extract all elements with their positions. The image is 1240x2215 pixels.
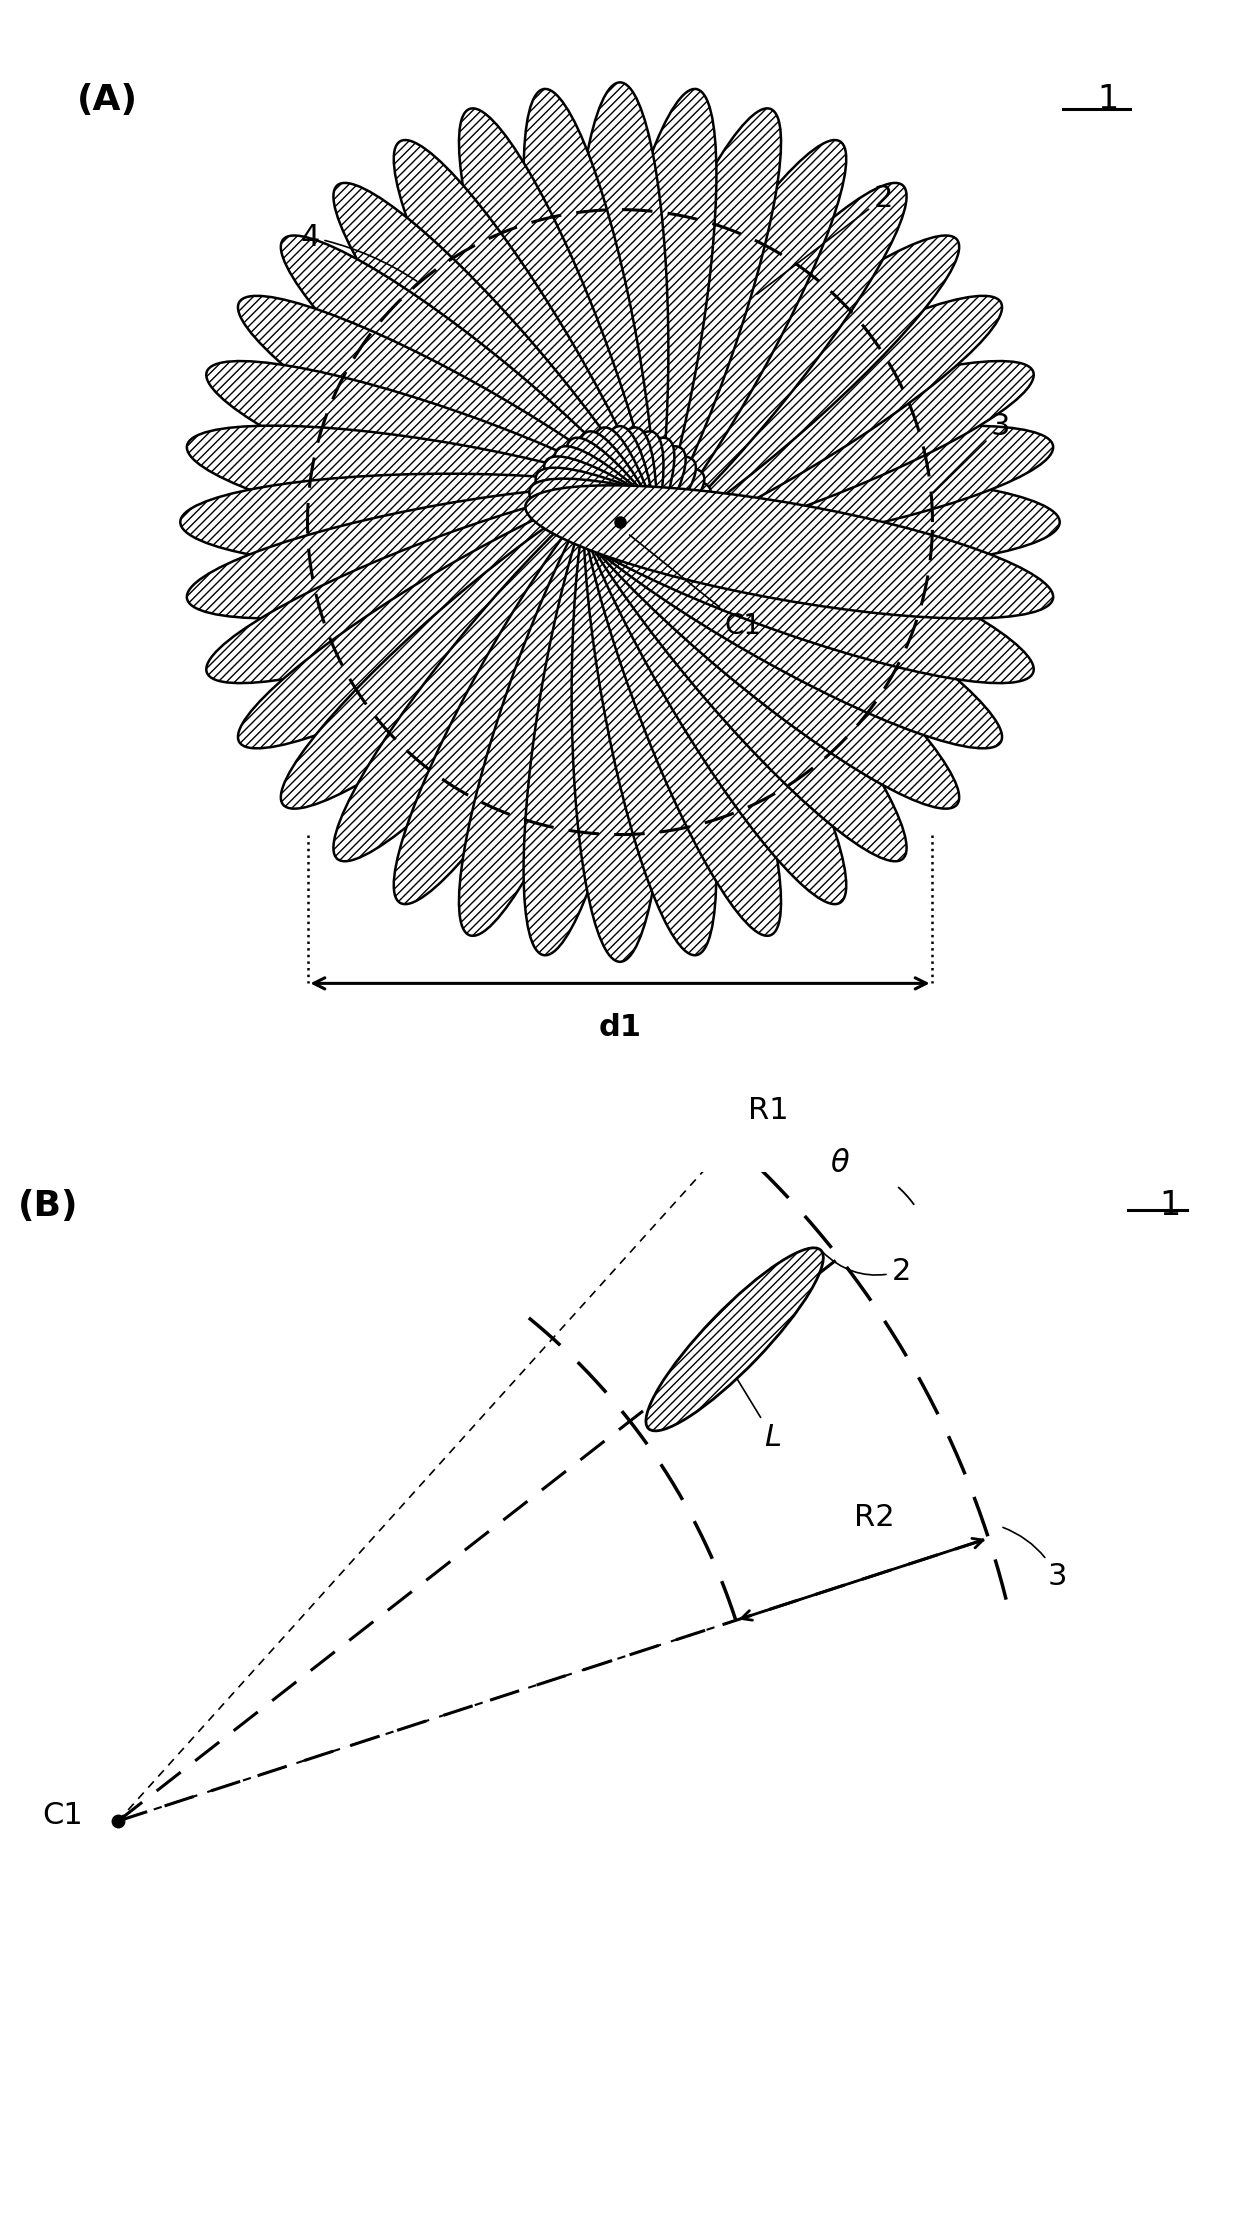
Ellipse shape	[526, 485, 1053, 618]
Text: 1: 1	[1097, 84, 1118, 115]
Ellipse shape	[459, 109, 663, 614]
Text: R2: R2	[853, 1504, 894, 1533]
Ellipse shape	[565, 439, 846, 904]
Ellipse shape	[180, 474, 715, 571]
Ellipse shape	[646, 1247, 823, 1431]
Text: 2: 2	[756, 184, 893, 295]
Text: R1: R1	[748, 1096, 789, 1125]
Ellipse shape	[554, 184, 906, 598]
Ellipse shape	[526, 425, 1053, 558]
Text: 3: 3	[934, 412, 1011, 494]
Ellipse shape	[565, 140, 846, 607]
Text: C1: C1	[630, 536, 761, 640]
Ellipse shape	[572, 425, 668, 961]
Ellipse shape	[187, 425, 714, 558]
Ellipse shape	[536, 297, 1002, 576]
Ellipse shape	[280, 456, 696, 808]
Ellipse shape	[394, 439, 675, 904]
Ellipse shape	[394, 140, 675, 607]
Text: C1: C1	[42, 1801, 83, 1830]
Ellipse shape	[577, 432, 781, 935]
Text: (A): (A)	[77, 84, 138, 117]
Text: 4: 4	[300, 222, 417, 281]
Ellipse shape	[525, 474, 1060, 571]
Ellipse shape	[206, 361, 711, 565]
Ellipse shape	[238, 297, 704, 576]
Ellipse shape	[583, 427, 717, 955]
Text: 1: 1	[1159, 1189, 1180, 1223]
Ellipse shape	[536, 467, 1002, 749]
Ellipse shape	[238, 467, 704, 749]
Ellipse shape	[554, 445, 906, 862]
Ellipse shape	[529, 361, 1034, 565]
Ellipse shape	[544, 456, 960, 808]
Ellipse shape	[280, 235, 696, 587]
Ellipse shape	[529, 478, 1034, 682]
Text: 2: 2	[822, 1251, 911, 1285]
Text: 3: 3	[1003, 1528, 1068, 1590]
Ellipse shape	[572, 82, 668, 618]
Ellipse shape	[544, 235, 960, 587]
Ellipse shape	[523, 427, 657, 955]
Ellipse shape	[206, 478, 711, 682]
Ellipse shape	[334, 445, 686, 862]
Ellipse shape	[523, 89, 657, 616]
Ellipse shape	[459, 432, 663, 935]
Ellipse shape	[187, 485, 714, 618]
Text: d1: d1	[599, 1012, 641, 1041]
Text: L: L	[737, 1378, 781, 1451]
Text: (B): (B)	[17, 1189, 78, 1223]
Ellipse shape	[577, 109, 781, 614]
Ellipse shape	[334, 184, 686, 598]
Ellipse shape	[583, 89, 717, 616]
Text: θ: θ	[830, 1150, 849, 1178]
